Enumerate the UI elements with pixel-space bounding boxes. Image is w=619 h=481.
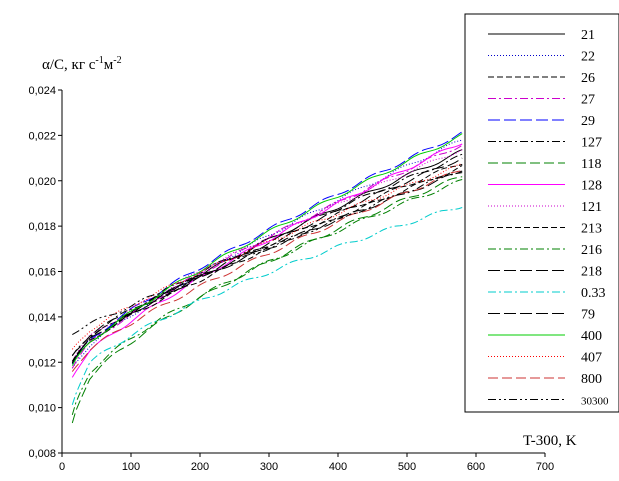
y-tick-label: 0,010 bbox=[28, 403, 56, 415]
legend-label: 400 bbox=[581, 329, 602, 344]
y-tick-label: 0,014 bbox=[28, 312, 56, 324]
series-line-128 bbox=[71, 143, 463, 378]
series-line-213 bbox=[71, 165, 463, 362]
x-tick-label: 400 bbox=[329, 461, 347, 473]
x-tick-label: 200 bbox=[191, 461, 209, 473]
legend: 21 22 26 27 29 127 118 128 121 213 216 218 0.33 79 400… bbox=[488, 28, 609, 408]
series-line-29 bbox=[71, 131, 463, 365]
series-line-22 bbox=[71, 139, 463, 369]
y-tick-label: 0,020 bbox=[28, 176, 56, 188]
legend-label: 800 bbox=[581, 372, 602, 387]
y-tick-label: 0,012 bbox=[28, 357, 56, 369]
series-line-400 bbox=[71, 133, 463, 366]
axes: 0,008 0,010 0,012 0,014 0,016 0,018 0,020 0,022… bbox=[28, 85, 554, 473]
legend-label: 216 bbox=[581, 243, 602, 258]
x-tick-label: 500 bbox=[398, 461, 416, 473]
series-line-118 bbox=[71, 176, 463, 424]
series-line-127 bbox=[71, 153, 463, 357]
legend-label: 22 bbox=[581, 50, 595, 65]
series-group bbox=[71, 131, 463, 424]
x-tick-label: 0 bbox=[59, 461, 65, 473]
x-tick-label: 700 bbox=[536, 461, 554, 473]
legend-box bbox=[464, 13, 619, 413]
y-tick-label: 0,024 bbox=[28, 85, 56, 97]
legend-label: 30300 bbox=[581, 396, 609, 408]
legend-label: 21 bbox=[581, 28, 595, 43]
series-line-800 bbox=[71, 170, 463, 372]
series-line-21 bbox=[71, 149, 463, 363]
legend-label: 79 bbox=[581, 308, 595, 323]
legend-label: 0.33 bbox=[581, 286, 606, 301]
legend-label: 128 bbox=[581, 179, 602, 194]
y-tick-label: 0,008 bbox=[28, 448, 56, 460]
legend-label: 29 bbox=[581, 114, 595, 129]
series-line-27 bbox=[71, 144, 463, 369]
y-axis-title-sup1: -1 bbox=[95, 55, 103, 66]
series-line-30300 bbox=[72, 170, 463, 336]
legend-label: 213 bbox=[581, 222, 602, 237]
y-tick-label: 0,022 bbox=[28, 130, 56, 142]
legend-label: 27 bbox=[581, 93, 595, 108]
series-line-216 bbox=[71, 179, 463, 416]
y-axis-title-sup2: -2 bbox=[113, 55, 121, 66]
x-tick-label: 100 bbox=[122, 461, 140, 473]
series-line-0.33 bbox=[71, 207, 463, 405]
x-tick-label: 600 bbox=[467, 461, 485, 473]
y-axis-title-main: α/C, кг с bbox=[42, 57, 96, 73]
x-axis-title: T-300, K bbox=[523, 433, 577, 449]
y-tick-label: 0,016 bbox=[28, 267, 56, 279]
legend-label: 121 bbox=[581, 200, 602, 215]
series-line-121 bbox=[71, 148, 463, 362]
legend-label: 26 bbox=[581, 71, 595, 86]
y-tick-label: 0,018 bbox=[28, 221, 56, 233]
y-axis-title: α/C, кг с-1м-2 bbox=[42, 55, 122, 73]
y-axis-title-unit: м bbox=[104, 57, 114, 73]
legend-label: 118 bbox=[581, 157, 601, 172]
series-line-218 bbox=[71, 172, 463, 356]
legend-label: 127 bbox=[581, 136, 602, 151]
legend-label: 218 bbox=[581, 265, 602, 280]
x-tick-label: 300 bbox=[260, 461, 278, 473]
legend-label: 407 bbox=[581, 351, 602, 366]
